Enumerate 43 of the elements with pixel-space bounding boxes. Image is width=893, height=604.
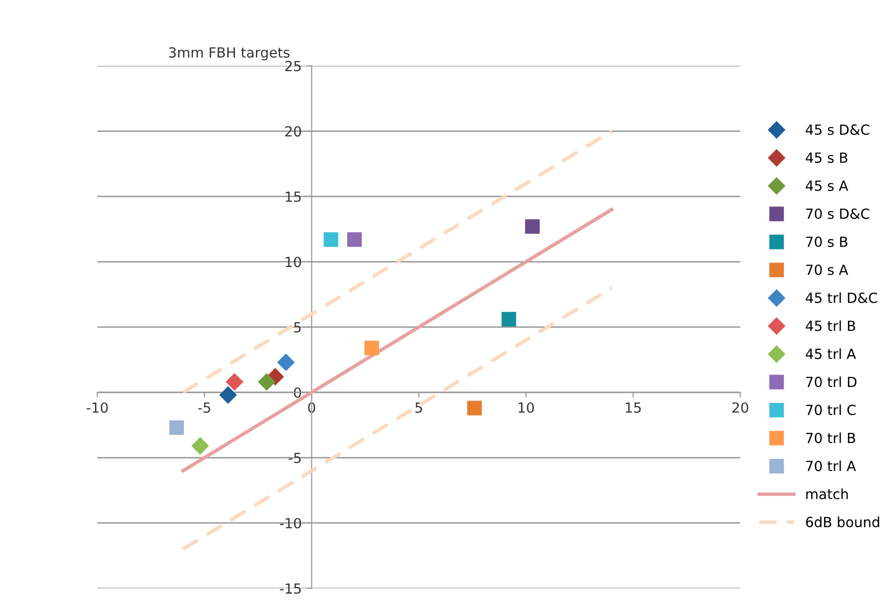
x-tick-label: 20 [732,402,748,413]
legend-label: 70 s A [806,264,848,276]
legend-label: 45 trl D&C [806,292,878,304]
point [324,232,338,247]
point [192,438,209,454]
y-tick-label: 0 [294,387,302,398]
x-tick-label: -5 [198,402,210,413]
point [226,374,243,390]
x-tick-label: -10 [86,402,108,413]
point [364,340,379,356]
chart-title: 3mm FBH targets [169,47,290,60]
y-tick-label: 20 [285,126,302,137]
point [347,232,362,247]
legend-label: match [806,488,848,500]
point [220,386,236,404]
point [258,374,276,390]
legend-label: 45 trl B [806,320,856,332]
legend-label: 70 trl D [806,376,856,388]
legend-label: 6dB bound [806,516,880,528]
point [278,354,294,371]
x-tick-label: 15 [626,402,641,413]
x-tick-label: 10 [518,402,534,413]
legend-label: 70 s D&C [806,208,870,219]
legend-label: 70 s B [806,236,848,248]
point [169,420,184,435]
y-tick-label: -5 [288,452,301,464]
legend-label: 45 s D&C [806,124,870,135]
legend-label: 70 trl A [806,460,856,472]
legend-label: 70 trl C [806,404,856,416]
y-tick-label: 10 [286,256,302,268]
y-tick-label: 25 [285,60,301,72]
y-tick-label: -10 [280,518,302,528]
legend-label: 45 trl A [806,348,856,360]
point [525,219,540,234]
legend-label: 45 s A [806,180,848,191]
x-tick-label: 0 [308,402,316,413]
y-tick-label: 15 [286,192,301,202]
point [467,400,482,416]
legend-label: 70 trl B [806,432,856,444]
legend-label: 45 s B [806,152,848,163]
point [502,312,516,327]
y-tick-label: -15 [280,583,301,594]
y-tick-label: 5 [294,322,301,333]
